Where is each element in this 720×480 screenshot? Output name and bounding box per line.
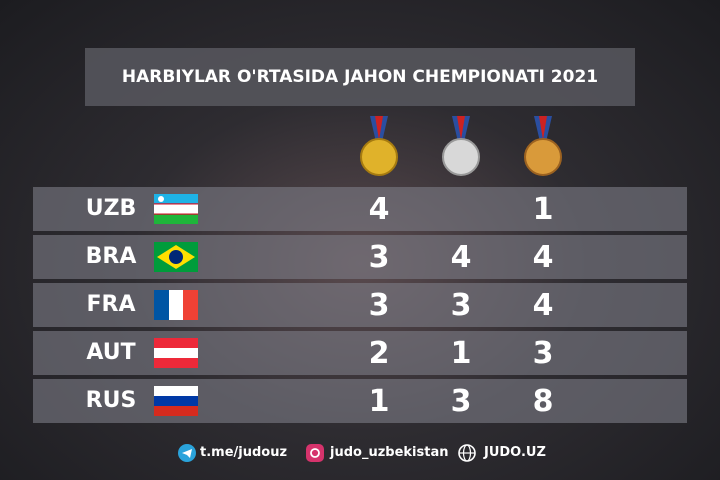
table-row: UZB 4 1 (33, 187, 687, 231)
silver-count: 4 (450, 240, 472, 275)
gold-count: 4 (368, 192, 390, 227)
gold-count: 1 (368, 384, 390, 419)
instagram-icon (306, 444, 324, 462)
instagram-handle: judo_uzbekistan (330, 445, 449, 460)
country-code: AUT (86, 340, 136, 365)
silver-count: 1 (450, 336, 472, 371)
silver-count: 3 (450, 384, 472, 419)
bronze-count: 1 (532, 192, 554, 227)
flag (154, 290, 198, 320)
gold-count: 3 (368, 240, 390, 275)
table-row: RUS 1 3 8 (33, 379, 687, 423)
table-row: FRA 3 3 4 (33, 283, 687, 327)
country-code: BRA (85, 244, 137, 269)
website: JUDO.UZ (484, 445, 546, 460)
flag (154, 242, 198, 272)
medals (360, 116, 562, 176)
flag (154, 386, 198, 416)
gold-count: 2 (368, 336, 390, 371)
bronze-count: 4 (532, 288, 554, 323)
bronze-count: 8 (532, 384, 554, 419)
table-row: BRA 3 4 4 (33, 235, 687, 279)
gold-count: 3 (368, 288, 390, 323)
flag (154, 338, 198, 368)
bronze-count: 3 (532, 336, 554, 371)
country-code: RUS (85, 388, 137, 413)
telegram-link: t.me/judouz (200, 445, 288, 460)
silver-count: 3 (450, 288, 472, 323)
bronze-count: 4 (532, 240, 554, 275)
telegram-icon (178, 444, 196, 462)
web-icon (458, 444, 476, 462)
country-code: FRA (86, 292, 136, 317)
country-code: UZB (85, 196, 137, 221)
title: HARBIYLAR O'RTASIDA JAHON CHEMPIONATI 20… (85, 48, 635, 106)
flag (154, 194, 198, 224)
table-row: AUT 2 1 3 (33, 331, 687, 375)
